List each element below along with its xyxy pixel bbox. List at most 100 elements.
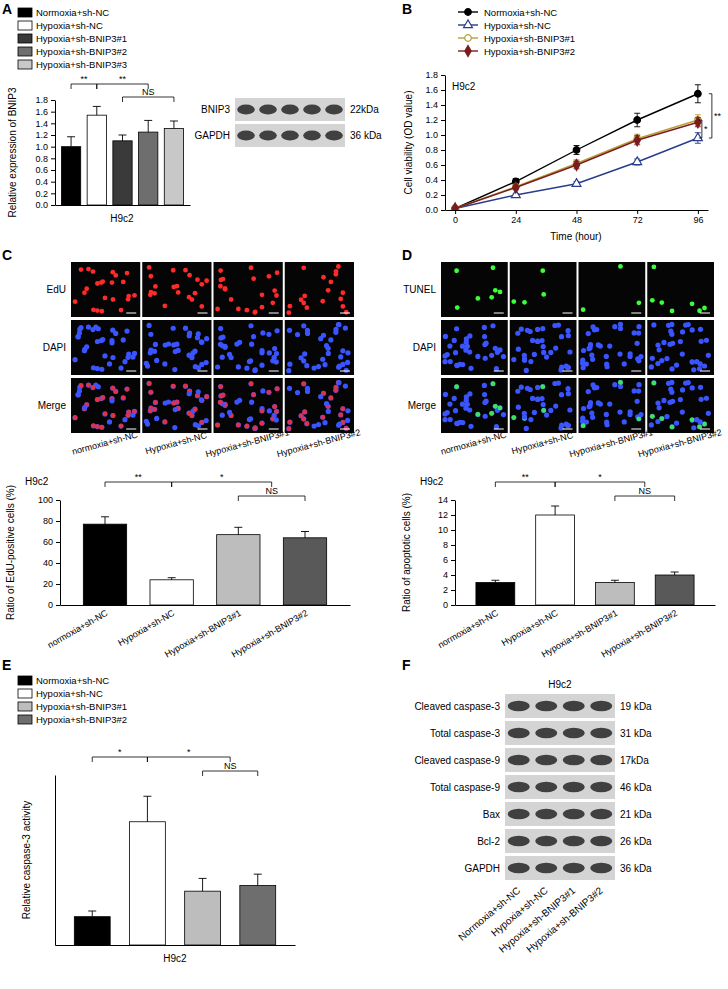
nucleus xyxy=(638,412,643,417)
nucleus xyxy=(698,385,703,390)
tick-mark xyxy=(56,521,60,522)
stained-cell xyxy=(286,310,291,315)
nucleus xyxy=(318,394,323,399)
nucleus xyxy=(340,348,345,353)
scale-bar xyxy=(700,371,710,372)
nucleus xyxy=(162,419,167,424)
stained-cell xyxy=(333,272,338,277)
tick-label: 0.0 xyxy=(425,205,438,215)
point xyxy=(633,157,642,165)
nucleus xyxy=(199,339,204,344)
micrograph xyxy=(142,320,211,375)
nucleus xyxy=(287,362,292,367)
nucleus xyxy=(99,425,104,430)
nucleus xyxy=(204,394,209,399)
tick-label: 24 xyxy=(511,215,521,225)
nucleus xyxy=(95,366,100,371)
nucleus xyxy=(664,414,669,419)
nucleus xyxy=(598,402,603,407)
column-label: Hypoxia+sh-NC xyxy=(144,430,208,456)
stained-cell xyxy=(162,420,167,425)
nucleus xyxy=(171,384,176,389)
x-axis xyxy=(56,945,296,946)
bar xyxy=(164,129,183,205)
nucleus xyxy=(171,400,176,405)
stained-cell xyxy=(176,290,181,295)
nucleus xyxy=(465,402,470,407)
nucleus xyxy=(567,407,572,412)
scale-bar xyxy=(563,371,573,372)
stained-cell xyxy=(171,401,176,406)
error-bar xyxy=(143,796,151,822)
stained-cell xyxy=(253,310,258,315)
nucleus xyxy=(192,349,197,354)
nucleus xyxy=(443,334,448,339)
scale-bar xyxy=(126,371,136,372)
nucleus xyxy=(100,337,105,342)
nucleus xyxy=(443,392,448,397)
stained-cell xyxy=(670,308,675,313)
nucleus xyxy=(189,413,194,418)
nucleus xyxy=(132,409,137,414)
tick: Hypoxia+sh-BNIP3#2 xyxy=(230,608,310,660)
significance-label: NS xyxy=(265,486,278,496)
plot-area xyxy=(61,106,183,205)
bar xyxy=(139,132,158,205)
tick-label: 1.0 xyxy=(35,142,48,152)
row-label: Merge xyxy=(38,400,67,411)
x-axis-title: H9c2 xyxy=(163,953,187,964)
nucleus xyxy=(587,403,592,408)
blot-size: 19 kDa xyxy=(620,701,652,712)
tick: 20 xyxy=(43,579,60,589)
tick-label: 1.8 xyxy=(425,70,438,80)
row-label: Merge xyxy=(408,400,437,411)
significance-bracket xyxy=(172,482,272,487)
stained-cell xyxy=(193,407,198,412)
stained-cell xyxy=(301,265,306,270)
blot-band xyxy=(535,836,557,847)
nucleus xyxy=(651,322,656,327)
nucleus xyxy=(558,367,563,372)
nucleus xyxy=(172,425,177,430)
tick-label: 1.6 xyxy=(425,85,438,95)
tick-label: 4 xyxy=(443,570,448,580)
tick-label: 0.2 xyxy=(425,190,438,200)
nucleus xyxy=(274,359,279,364)
stained-cell xyxy=(493,288,498,293)
nucleus xyxy=(305,389,310,394)
tick-mark xyxy=(51,193,55,194)
nucleus xyxy=(121,337,126,342)
nucleus xyxy=(622,361,627,366)
nucleus xyxy=(501,412,506,417)
nucleus xyxy=(445,410,450,415)
nucleus xyxy=(76,392,81,397)
nucleus xyxy=(482,334,487,339)
error-bar xyxy=(695,85,701,103)
tick: 60 xyxy=(43,537,60,547)
tick: 8 xyxy=(443,540,455,550)
nucleus xyxy=(107,419,112,424)
tick-label: 80 xyxy=(43,516,53,526)
stained-cell xyxy=(328,280,333,285)
nucleus xyxy=(524,368,529,373)
tick-mark xyxy=(451,530,455,531)
error-bar xyxy=(234,527,242,534)
point xyxy=(573,147,580,154)
bar-chart: 020406080100normoxia+sh-NCHypoxia+sh-NCH… xyxy=(5,472,351,660)
nucleus xyxy=(100,395,105,400)
tick-label: 72 xyxy=(633,215,643,225)
stained-cell xyxy=(148,292,153,297)
scale-bar xyxy=(198,371,208,372)
tick-label: 14 xyxy=(438,495,448,505)
nucleus xyxy=(539,396,544,401)
error-bar xyxy=(199,878,207,891)
stained-cell xyxy=(236,423,241,428)
bar xyxy=(74,917,110,945)
nucleus xyxy=(522,414,527,419)
nucleus xyxy=(475,412,480,417)
tick-mark xyxy=(51,205,55,206)
blot-strip xyxy=(505,721,615,745)
nucleus xyxy=(691,425,696,430)
nucleus xyxy=(267,350,272,355)
stained-cell xyxy=(73,415,78,420)
